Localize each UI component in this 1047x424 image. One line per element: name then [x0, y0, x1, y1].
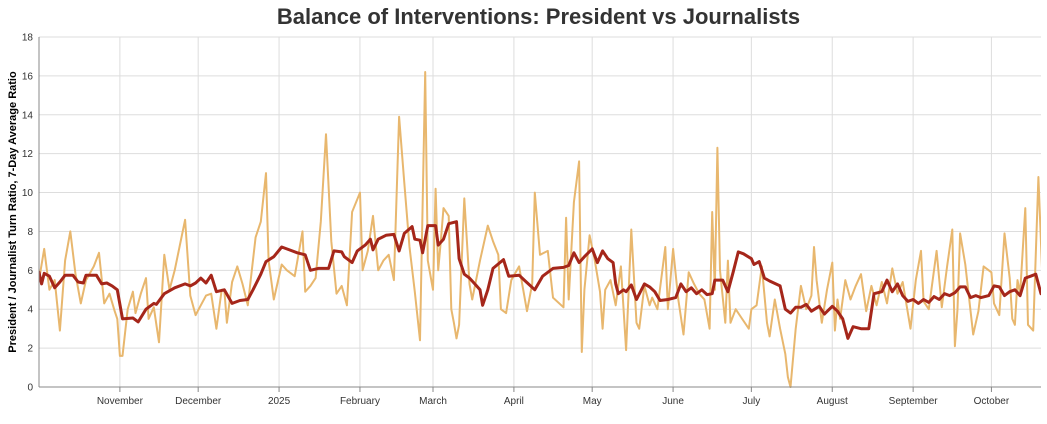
x-tick-label: February: [340, 396, 380, 407]
x-tick-label: June: [662, 396, 684, 407]
y-tick-label: 12: [22, 149, 34, 160]
y-tick-label: 14: [22, 110, 34, 121]
daily-ratio-line: [39, 71, 1041, 388]
y-tick-label: 18: [22, 33, 34, 44]
y-tick-label: 16: [22, 71, 34, 82]
y-tick-label: 0: [27, 383, 33, 394]
x-tick-label: May: [583, 396, 602, 407]
y-tick-label: 10: [22, 188, 34, 199]
series-layer: [39, 71, 1041, 388]
x-tick-label: July: [742, 396, 760, 407]
y-tick-label: 6: [27, 266, 33, 277]
grid: [39, 36, 1041, 388]
chart-title: Balance of Interventions: President vs J…: [276, 4, 801, 29]
x-tick-label: April: [504, 396, 524, 407]
axes: 0 2 4 6 8 10 12 14 16 18 November December 2025 Febru…: [22, 33, 1041, 407]
x-tick-label: 2025: [268, 396, 291, 407]
x-tick-label: March: [419, 396, 447, 407]
y-axis-title: President / Journalist Turn Ratio, 7-Day…: [7, 71, 19, 353]
x-tick-label: November: [97, 396, 144, 407]
x-tick-label: September: [889, 396, 939, 407]
y-tick-label: 8: [27, 227, 33, 238]
x-tick-label: October: [974, 396, 1010, 407]
y-tick-label: 2: [27, 344, 33, 355]
rolling-average-line: [39, 220, 1041, 340]
x-tick-label: December: [175, 396, 222, 407]
x-tick-label: August: [817, 396, 848, 407]
y-tick-label: 4: [27, 305, 33, 316]
